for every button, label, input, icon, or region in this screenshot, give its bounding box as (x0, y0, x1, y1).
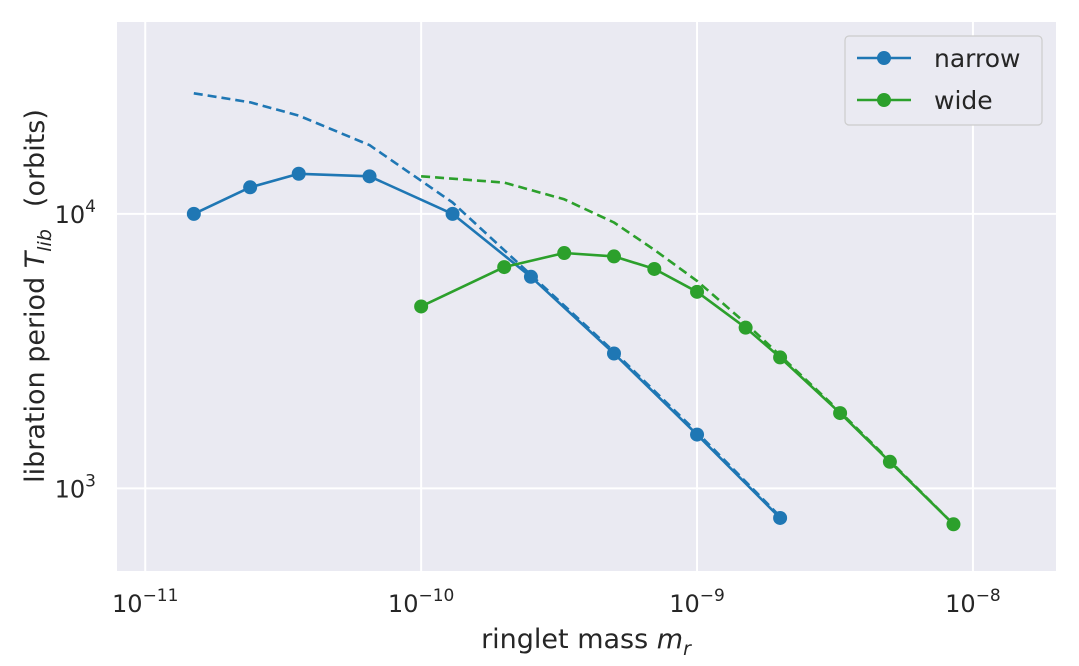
series-line-model-2 (193, 92, 782, 518)
point-wide-8 (833, 406, 848, 421)
point-wide-7 (773, 350, 788, 365)
point-wide-1 (497, 260, 512, 275)
point-narrow-0 (186, 206, 201, 221)
x-tick-label-3: 10−8 (945, 586, 1001, 618)
legend-label-narrow: narrow (934, 44, 1020, 73)
tick-labels: 10−11 10−10 10−9 10−8 103 104 (55, 197, 1001, 618)
point-narrow-5 (523, 269, 538, 284)
point-wide-2 (557, 246, 572, 261)
legend: narrow wide (844, 35, 1043, 126)
point-narrow-7 (690, 427, 705, 442)
x-tick-label-0: 10−11 (112, 586, 178, 618)
point-wide-0 (414, 299, 429, 314)
point-narrow-2 (291, 166, 306, 181)
y-tick-label-1: 104 (55, 197, 96, 229)
point-narrow-3 (362, 169, 377, 184)
series-layer (186, 92, 961, 532)
legend-marker-wide (877, 93, 891, 107)
point-wide-9 (882, 454, 897, 469)
x-tick-label-2: 10−9 (669, 586, 725, 618)
point-wide-3 (606, 249, 621, 264)
point-narrow-6 (606, 346, 621, 361)
point-wide-4 (647, 261, 662, 276)
y-axis-label: libration period Tlib(orbits) (20, 109, 56, 483)
point-wide-5 (690, 284, 705, 299)
point-wide-10 (946, 517, 961, 532)
legend-label-wide: wide (934, 86, 993, 115)
x-tick-label-1: 10−10 (388, 586, 454, 618)
y-tick-label-0: 103 (55, 471, 96, 503)
point-narrow-8 (773, 510, 788, 525)
point-narrow-1 (243, 180, 258, 195)
point-wide-6 (738, 320, 753, 335)
legend-marker-narrow (877, 51, 891, 65)
x-axis-label: ringlet mass mr (481, 624, 692, 660)
point-narrow-4 (445, 206, 460, 221)
